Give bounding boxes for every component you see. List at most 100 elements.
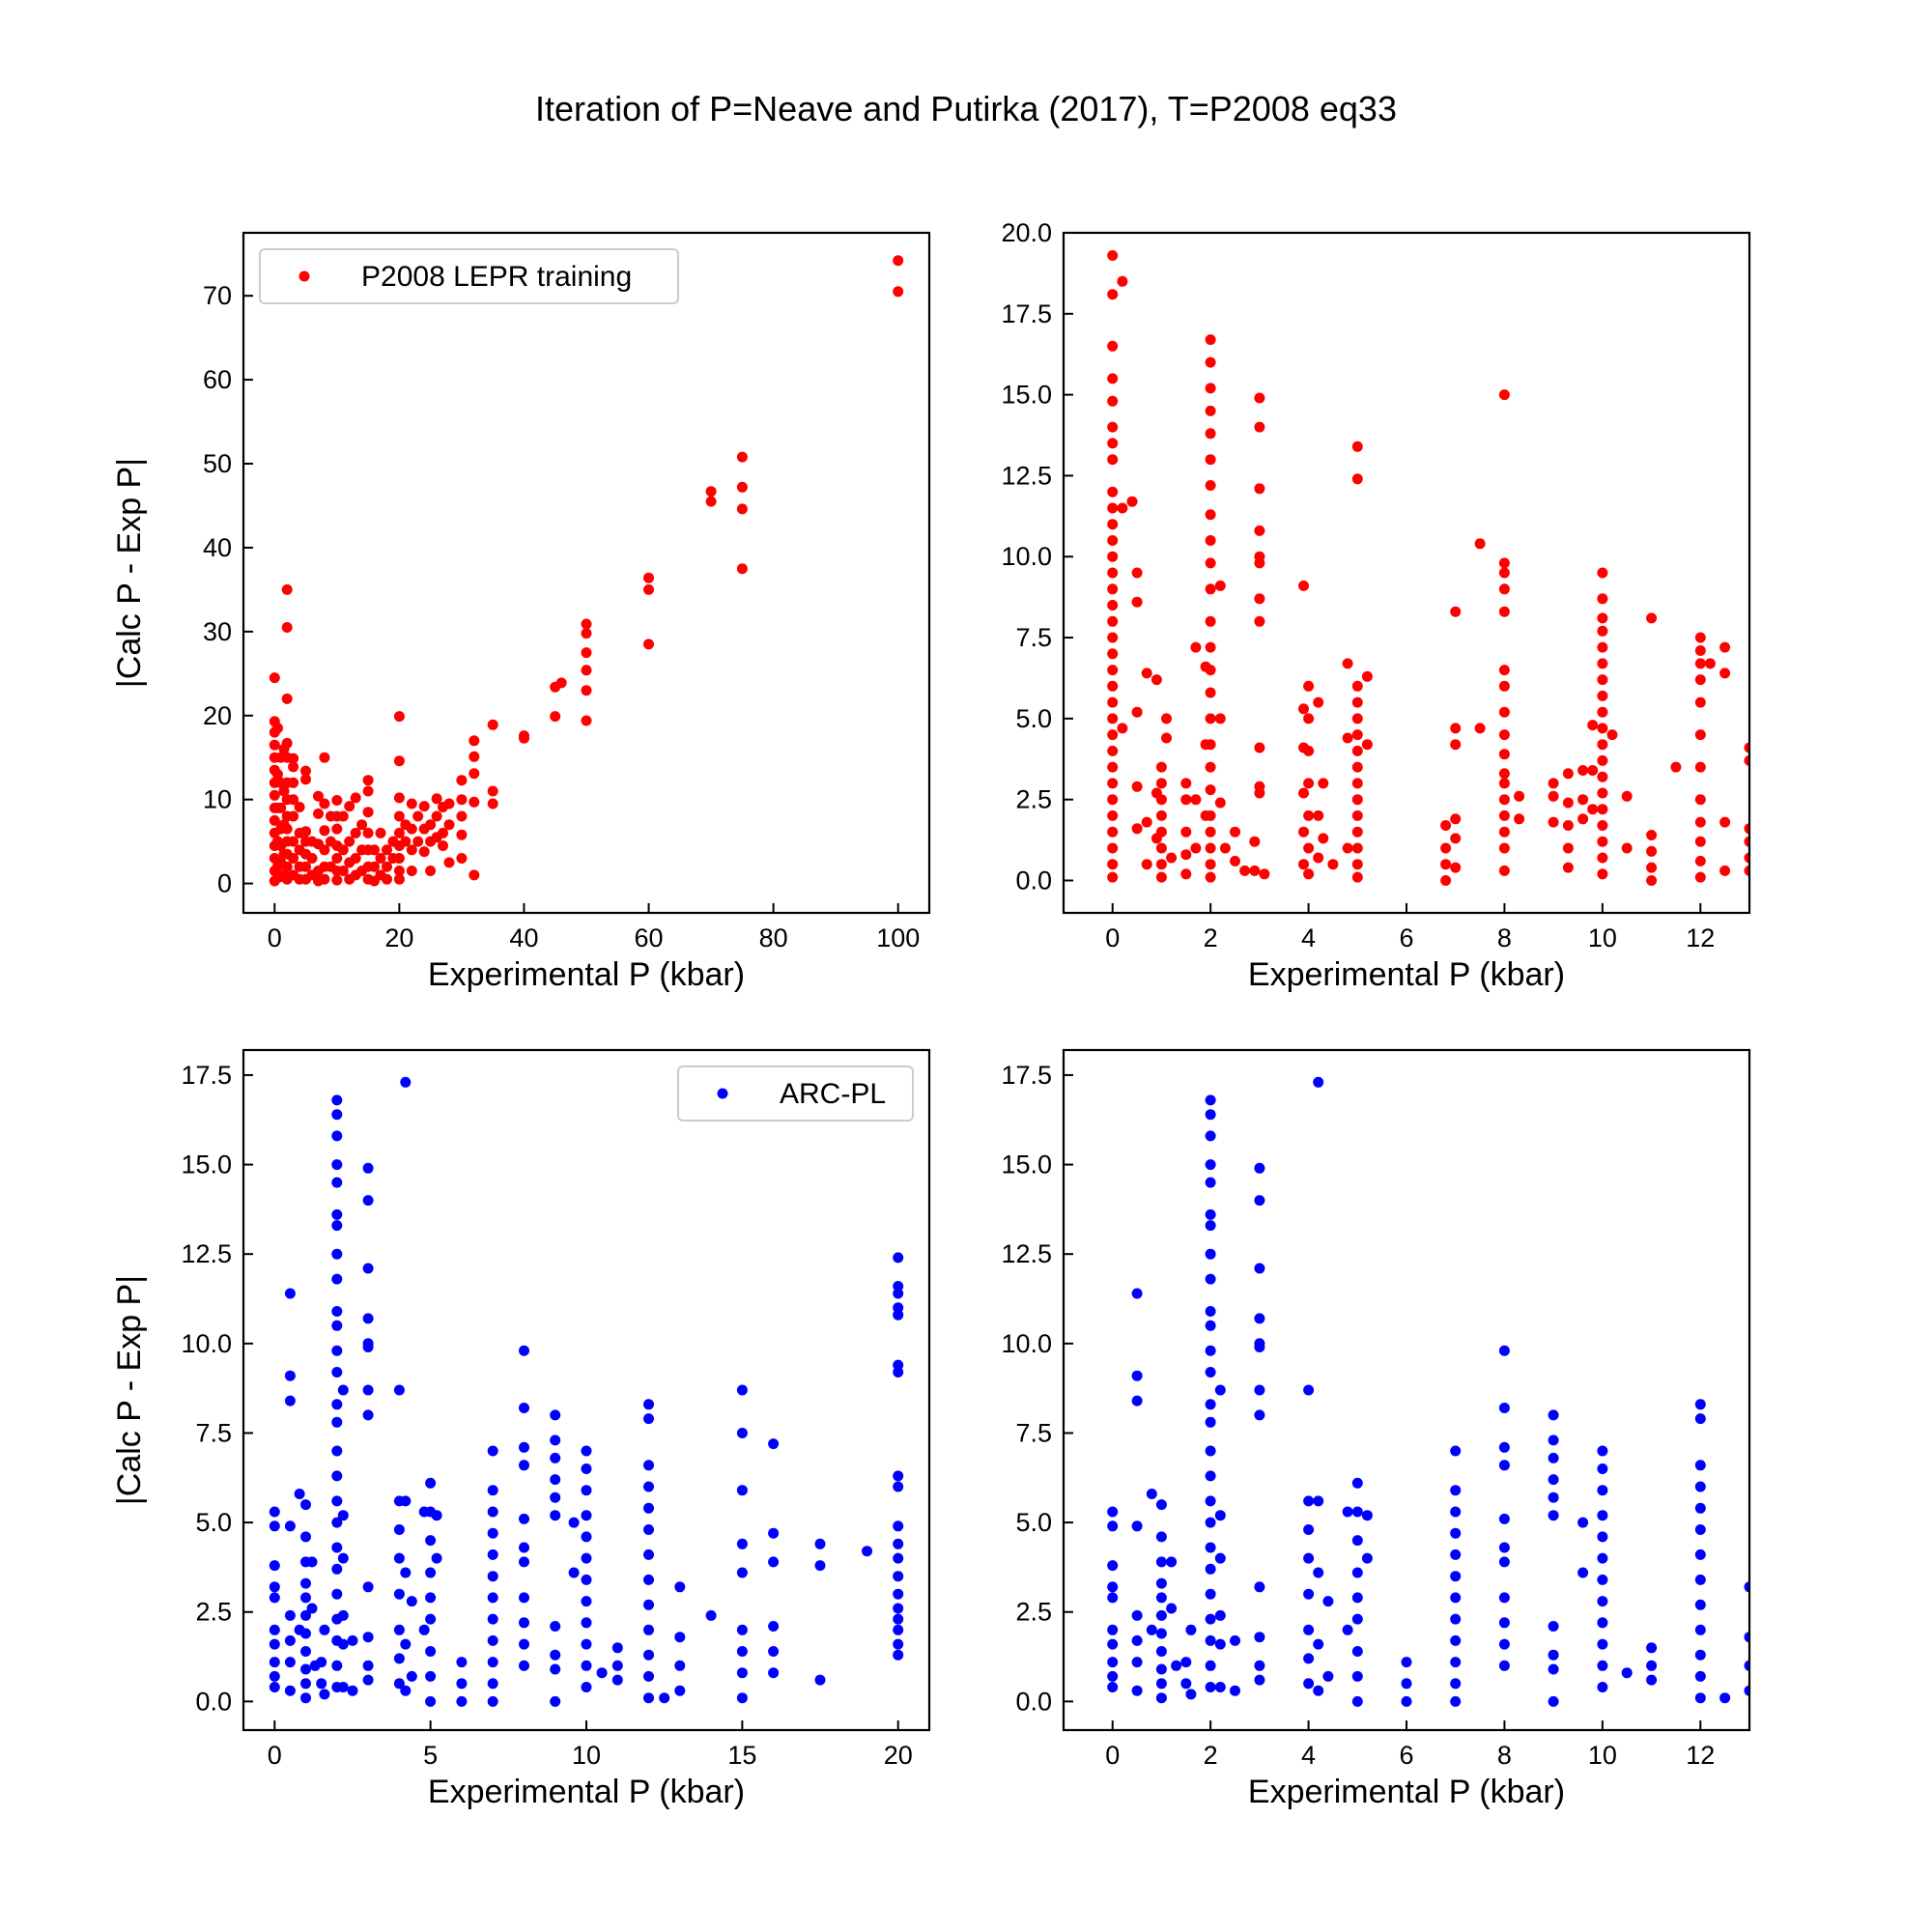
x-tick-label: 60 [635, 923, 664, 952]
data-point [344, 873, 355, 885]
data-point [487, 785, 498, 797]
data-point [736, 1646, 748, 1657]
data-point [1597, 1485, 1608, 1496]
data-point [1646, 830, 1658, 840]
x-tick-label: 10 [1588, 923, 1617, 952]
data-point [1107, 486, 1119, 497]
data-point [300, 765, 311, 777]
data-point [1254, 557, 1265, 569]
data-point [393, 711, 405, 723]
data-point [1498, 810, 1510, 821]
data-point [1205, 1563, 1216, 1575]
data-point [431, 1510, 442, 1521]
data-point [331, 874, 343, 886]
data-point [1205, 1177, 1216, 1188]
data-point [1498, 1542, 1510, 1553]
data-point [581, 1660, 592, 1671]
x-tick-label: 15 [727, 1741, 756, 1770]
data-point [1744, 1581, 1749, 1593]
data-point [1146, 1489, 1157, 1499]
data-point [1205, 480, 1216, 491]
data-point [269, 777, 280, 788]
data-point [1450, 1445, 1462, 1457]
data-point [1107, 696, 1119, 708]
data-point [550, 1474, 561, 1486]
data-point [1744, 1660, 1749, 1671]
data-point [674, 1581, 686, 1593]
data-point [337, 1510, 349, 1521]
data-point [519, 1617, 529, 1629]
data-point [1621, 790, 1633, 802]
data-point [1597, 567, 1608, 579]
data-point [705, 1609, 717, 1621]
data-point [300, 1678, 311, 1690]
data-point [581, 1445, 592, 1457]
figure-title: Iteration of P=Neave and Putirka (2017),… [535, 89, 1397, 128]
data-point [893, 1603, 904, 1614]
y-tick-label: 0.0 [195, 1687, 232, 1716]
data-point [400, 1495, 412, 1507]
data-point [456, 775, 468, 786]
data-point [1694, 632, 1706, 643]
data-point [768, 1646, 780, 1657]
data-point [1259, 868, 1270, 880]
data-point [596, 1667, 608, 1679]
data-point [1313, 696, 1324, 708]
data-point [1694, 1574, 1706, 1585]
data-point [1498, 1345, 1510, 1356]
data-point [331, 1345, 343, 1356]
data-point [1694, 658, 1706, 669]
data-point [344, 801, 355, 812]
data-point [1131, 1520, 1143, 1532]
data-point [1205, 1306, 1216, 1317]
legend: ARC-PL [677, 1065, 914, 1122]
data-point [1107, 535, 1119, 546]
data-point [284, 1609, 296, 1621]
data-point [278, 785, 290, 797]
data-point [1131, 823, 1143, 835]
data-point [1107, 810, 1119, 821]
data-point [1597, 1445, 1608, 1457]
data-point [281, 583, 293, 595]
data-point [1185, 1624, 1197, 1635]
data-point [387, 836, 399, 847]
data-point [412, 810, 424, 822]
data-point [1303, 1624, 1315, 1635]
data-point [1205, 1130, 1216, 1142]
data-point [1597, 1596, 1608, 1607]
data-point [438, 840, 448, 851]
data-point [362, 1632, 374, 1643]
data-point [1107, 648, 1119, 660]
data-point [643, 1574, 654, 1585]
data-point [350, 827, 361, 838]
y-tick-label: 10.0 [181, 1329, 232, 1358]
data-point [431, 1552, 442, 1564]
data-point [893, 1252, 904, 1264]
y-tick-label: 10.0 [1001, 542, 1052, 571]
data-point [1155, 1531, 1167, 1543]
data-point [300, 1592, 311, 1604]
data-point [1107, 1638, 1119, 1650]
data-point [1670, 761, 1682, 773]
x-axis-label: Experimental P (kbar) [428, 1774, 745, 1810]
y-tick-label: 60 [203, 365, 232, 394]
data-point [1597, 1463, 1608, 1474]
data-point [1577, 1567, 1589, 1578]
data-point [1313, 1076, 1324, 1088]
data-point [550, 1492, 561, 1503]
data-point [1205, 383, 1216, 394]
data-point [1107, 632, 1119, 643]
data-point [1166, 1603, 1178, 1614]
data-point [425, 1592, 437, 1604]
x-tick-label: 2 [1204, 1741, 1218, 1770]
data-point [306, 1603, 318, 1614]
data-point [1342, 1624, 1353, 1635]
data-point [1303, 778, 1315, 789]
data-point [1205, 1416, 1216, 1428]
y-tick-label: 5.0 [195, 1508, 232, 1537]
data-point [1694, 1413, 1706, 1425]
x-tick-label: 0 [268, 923, 282, 952]
data-point [1205, 1345, 1216, 1356]
subplot-top-left: 0 20 40 60 80 100 0 10 20 30 40 50 60 70 Experimental … [111, 231, 931, 993]
data-point [1450, 1613, 1462, 1625]
